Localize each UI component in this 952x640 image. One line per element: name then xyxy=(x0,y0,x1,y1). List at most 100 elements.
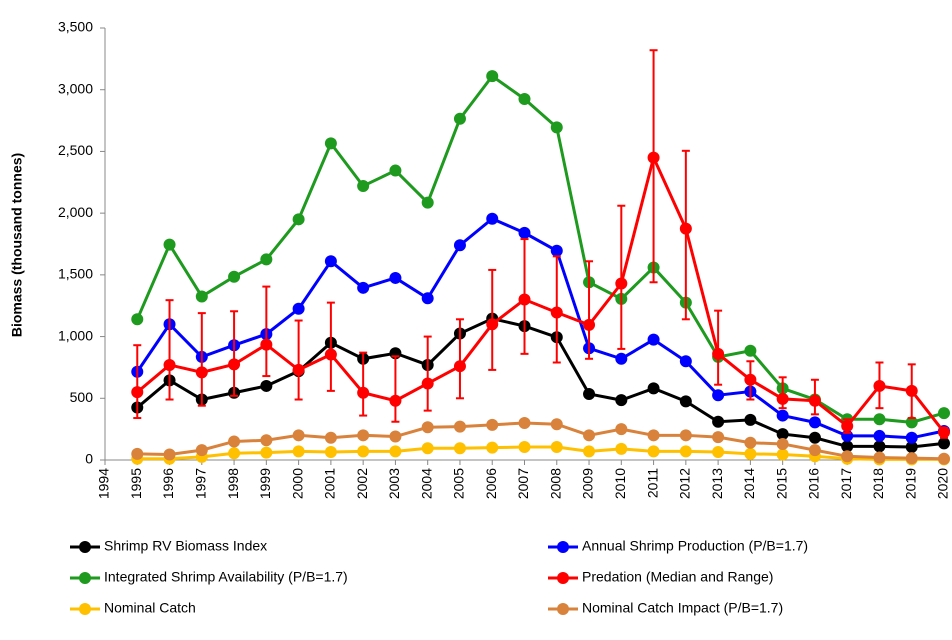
point xyxy=(324,348,337,361)
point xyxy=(808,444,821,457)
x-tick-label: 2010 xyxy=(612,468,628,499)
point xyxy=(324,137,337,150)
point xyxy=(615,442,628,455)
point xyxy=(389,430,402,443)
point xyxy=(260,379,273,392)
point xyxy=(744,413,757,426)
point xyxy=(873,440,886,453)
point xyxy=(905,441,918,454)
x-tick-label: 2018 xyxy=(870,468,886,499)
x-tick-label: 2005 xyxy=(451,468,467,499)
point xyxy=(808,416,821,429)
point xyxy=(260,446,273,459)
point xyxy=(421,421,434,434)
series-line xyxy=(137,445,944,461)
legend-marker xyxy=(557,603,569,615)
point xyxy=(679,355,692,368)
point xyxy=(486,418,499,431)
point xyxy=(260,253,273,266)
point xyxy=(518,92,531,105)
point xyxy=(550,306,563,319)
point xyxy=(421,292,434,305)
point xyxy=(583,387,596,400)
x-tick-label: 2007 xyxy=(515,468,531,499)
point xyxy=(324,445,337,458)
point xyxy=(260,338,273,351)
point xyxy=(292,213,305,226)
point xyxy=(679,445,692,458)
x-tick-label: 2002 xyxy=(354,468,370,499)
legend-marker xyxy=(79,603,91,615)
x-tick-label: 2000 xyxy=(289,468,305,499)
x-tick-label: 2009 xyxy=(580,468,596,499)
point xyxy=(873,379,886,392)
point xyxy=(195,290,208,303)
point xyxy=(615,394,628,407)
point xyxy=(421,377,434,390)
y-tick-label: 0 xyxy=(85,451,93,467)
x-tick-label: 1999 xyxy=(257,468,273,499)
point xyxy=(808,431,821,444)
point xyxy=(873,451,886,464)
legend-marker xyxy=(79,541,91,553)
point xyxy=(712,445,725,458)
point xyxy=(873,429,886,442)
point xyxy=(518,293,531,306)
point xyxy=(776,437,789,450)
point xyxy=(163,358,176,371)
point xyxy=(938,407,950,420)
point xyxy=(905,431,918,444)
series-line xyxy=(136,153,946,434)
x-tick-label: 2015 xyxy=(773,468,789,499)
point xyxy=(938,452,950,465)
point xyxy=(615,423,628,436)
point xyxy=(647,382,660,395)
point xyxy=(744,436,757,449)
point xyxy=(324,431,337,444)
point xyxy=(647,333,660,346)
point xyxy=(453,442,466,455)
point xyxy=(679,395,692,408)
x-tick-label: 2020 xyxy=(935,468,951,499)
point xyxy=(163,238,176,251)
point xyxy=(260,434,273,447)
point xyxy=(453,112,466,125)
point xyxy=(228,358,241,371)
legend-label: Annual Shrimp Production (P/B=1.7) xyxy=(582,538,808,554)
point xyxy=(486,70,499,83)
point xyxy=(679,429,692,442)
point xyxy=(808,394,821,407)
x-tick-label: 1997 xyxy=(193,468,209,499)
point xyxy=(292,302,305,315)
point xyxy=(453,360,466,373)
point xyxy=(486,212,499,225)
y-tick-label: 500 xyxy=(70,389,94,405)
point xyxy=(938,437,950,450)
point xyxy=(292,429,305,442)
y-tick-label: 3,000 xyxy=(58,80,93,96)
point xyxy=(518,441,531,454)
point xyxy=(518,416,531,429)
point xyxy=(550,244,563,257)
y-tick-label: 3,500 xyxy=(58,19,93,35)
y-axis-label: Biomass (thousand tonnes) xyxy=(9,153,25,337)
point xyxy=(744,344,757,357)
point xyxy=(486,441,499,454)
point xyxy=(583,445,596,458)
y-tick-label: 1,500 xyxy=(58,266,93,282)
point xyxy=(389,164,402,177)
point xyxy=(421,196,434,209)
point xyxy=(841,440,854,453)
point xyxy=(228,270,241,283)
x-tick-label: 1996 xyxy=(160,468,176,499)
point xyxy=(744,447,757,460)
point xyxy=(324,255,337,268)
point xyxy=(357,179,370,192)
legend-marker xyxy=(557,541,569,553)
legend-label: Nominal Catch Impact (P/B=1.7) xyxy=(582,600,783,616)
x-tick-label: 1995 xyxy=(128,468,144,499)
point xyxy=(841,450,854,463)
x-tick-label: 2011 xyxy=(644,468,660,498)
point xyxy=(228,435,241,448)
